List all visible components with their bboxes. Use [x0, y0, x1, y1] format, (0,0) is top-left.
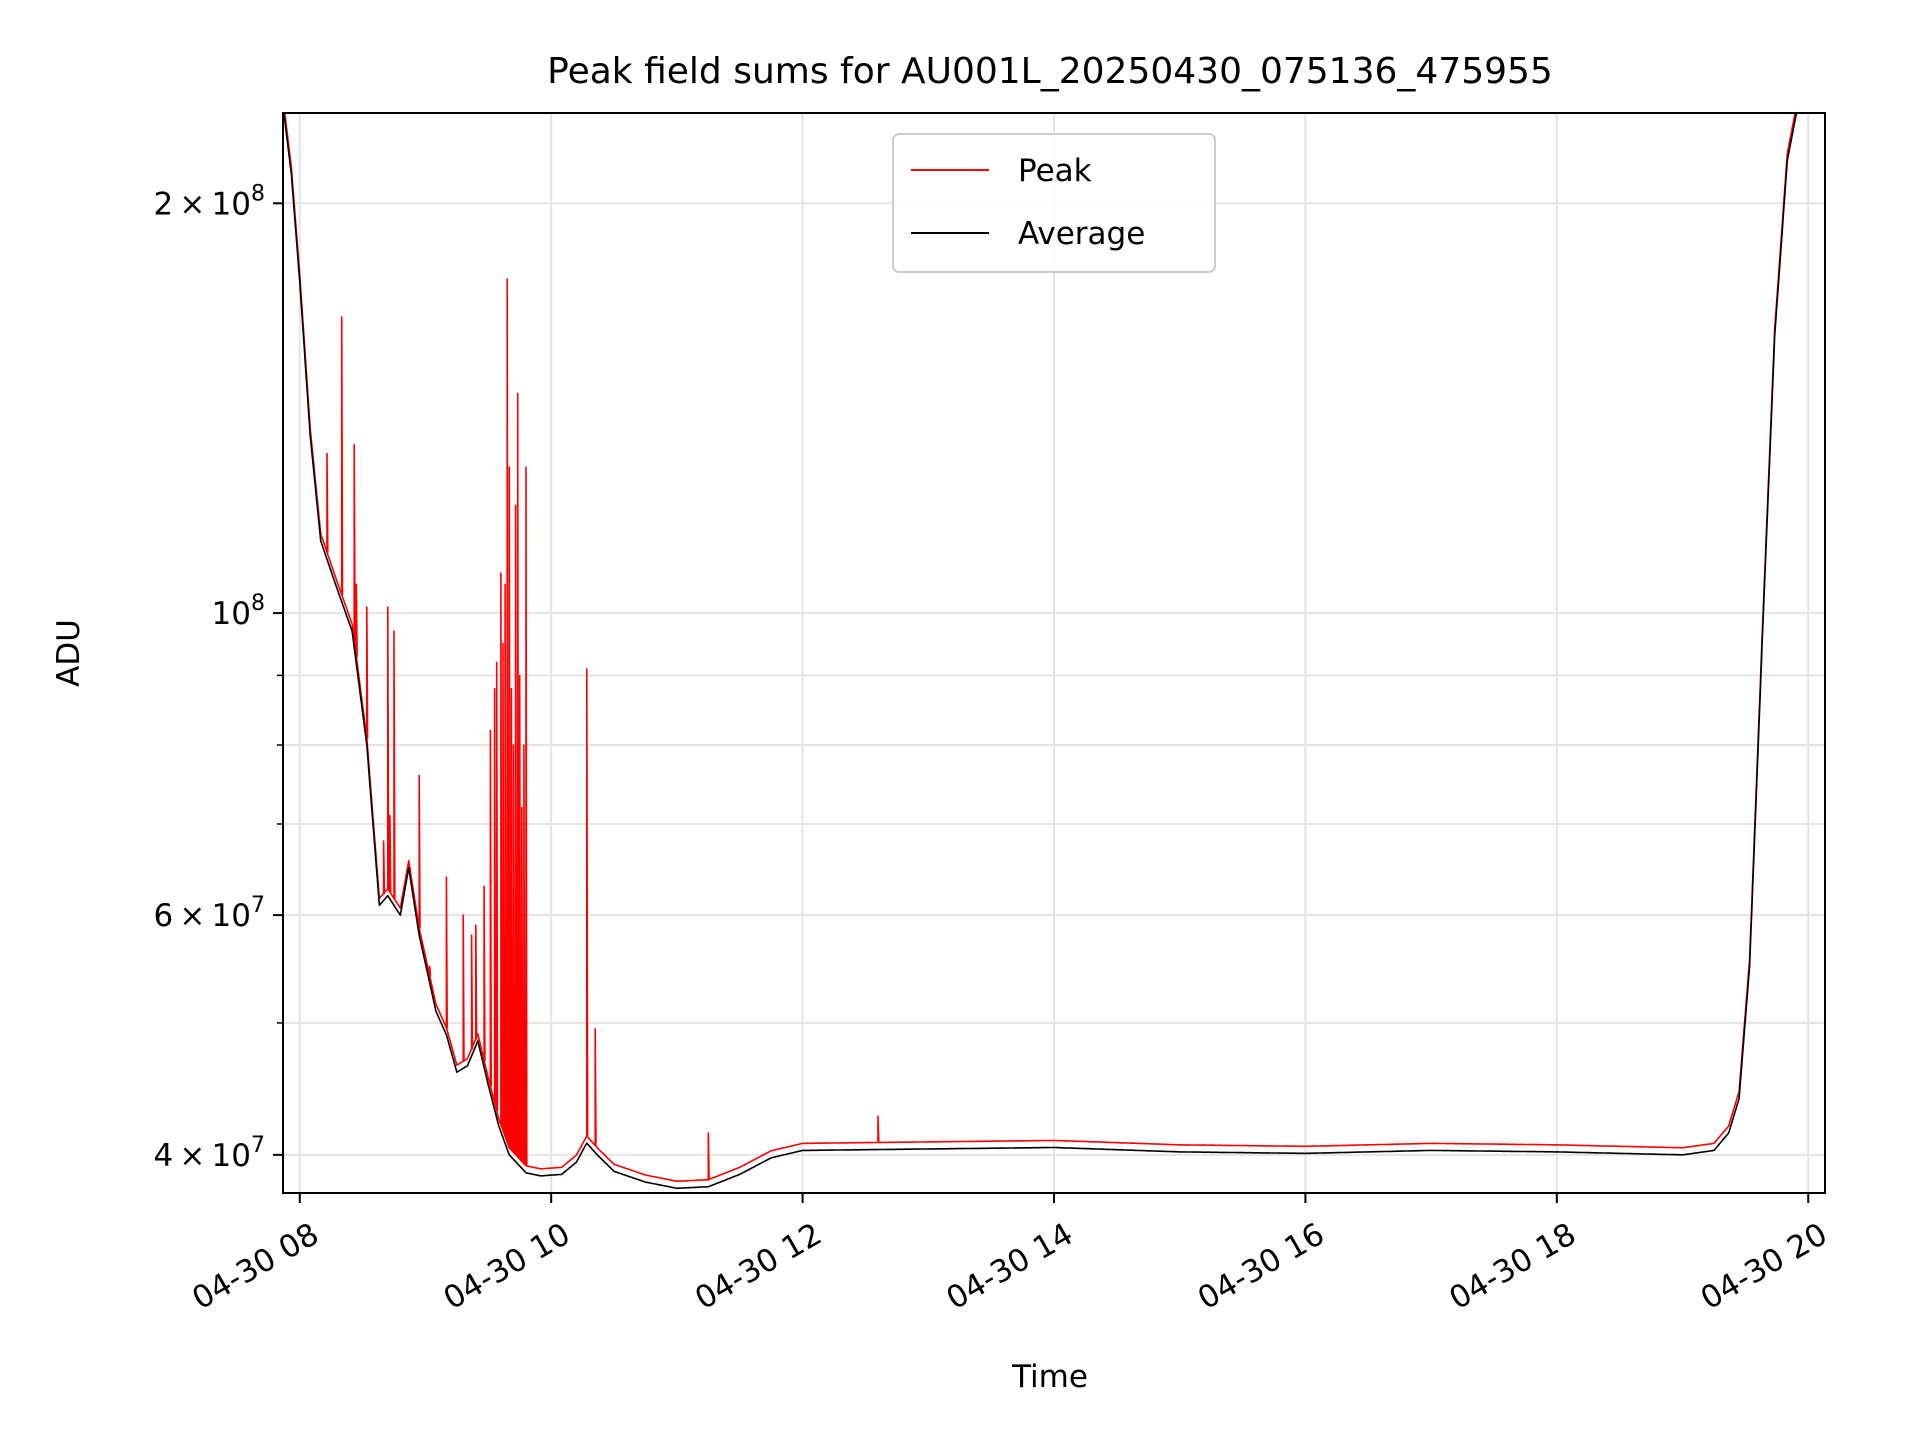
legend: Peak Average	[892, 133, 1216, 273]
plot-area	[283, 113, 1798, 1190]
y-tick-label: 4 × 107	[153, 1133, 265, 1174]
y-tick-label: 108	[212, 591, 265, 632]
series-average-line	[283, 113, 1798, 1190]
y-axis-label: ADU	[51, 619, 87, 687]
x-axis-label: Time	[1011, 1359, 1088, 1395]
series-peak-line	[283, 113, 1796, 1182]
legend-label-average: Average	[1018, 216, 1145, 252]
legend-label-peak: Peak	[1018, 153, 1092, 189]
chart-title: Peak field sums for AU001L_20250430_0751…	[547, 51, 1553, 92]
y-tick-label: 6 × 107	[153, 893, 265, 934]
legend-box	[892, 133, 1216, 273]
y-tick-label: 2 × 108	[153, 181, 265, 222]
